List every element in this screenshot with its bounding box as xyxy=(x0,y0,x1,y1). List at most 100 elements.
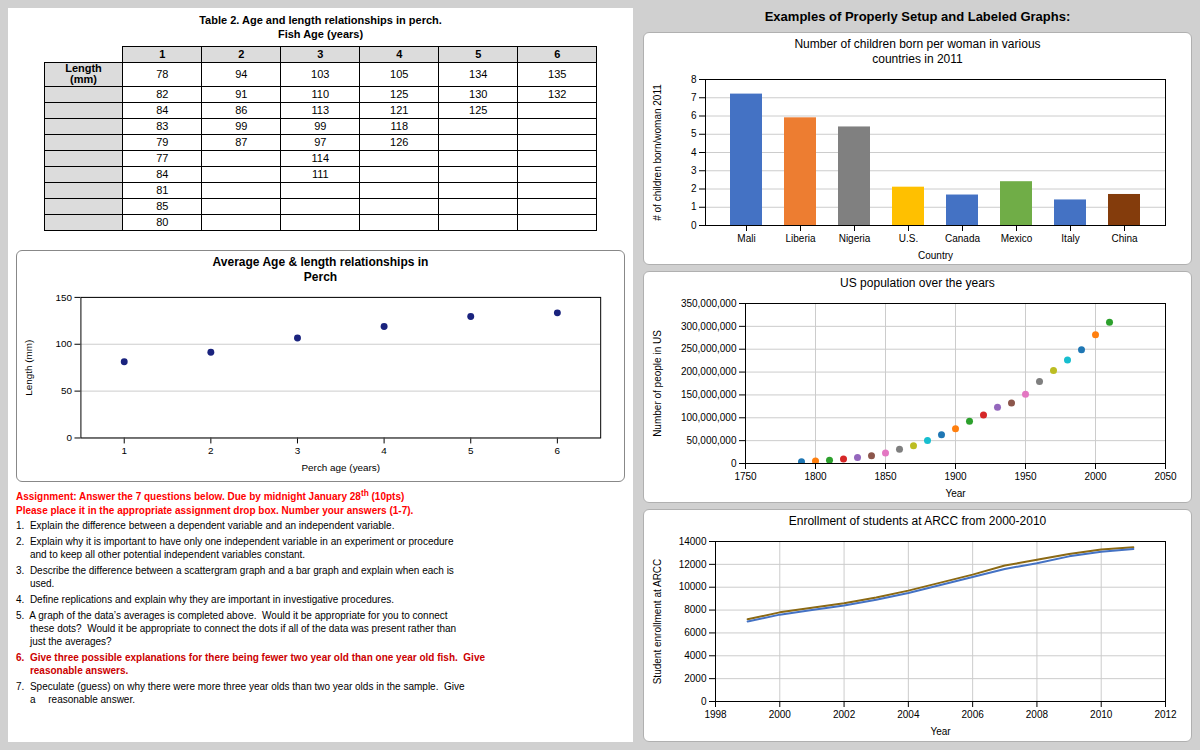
html-text:US population over the years: US population over the years xyxy=(840,275,995,290)
html-text:Examples of Properly Setup and: Examples of Properly Setup and Labeled G… xyxy=(764,9,1071,24)
svg-text:200,000,000: 200,000,000 xyxy=(681,366,737,377)
svg-text:350,000,000: 350,000,000 xyxy=(681,297,737,308)
svg-text:5: 5 xyxy=(691,128,697,139)
html-text:97: 97 xyxy=(314,136,327,149)
html-text:Fish Age (years): Fish Age (years) xyxy=(277,27,364,40)
svg-text:3: 3 xyxy=(691,165,697,176)
svg-text:250,000,000: 250,000,000 xyxy=(681,343,737,354)
html-text:79: 79 xyxy=(156,136,169,149)
html-text:91: 91 xyxy=(235,88,248,101)
svg-text:2010: 2010 xyxy=(1090,709,1113,720)
html-text:84: 84 xyxy=(156,104,169,117)
html-text:5. A graph of the data’s avera: 5. A graph of the data’s averages is com… xyxy=(16,610,457,648)
html-text:118: 118 xyxy=(390,120,408,133)
svg-text:Perch age (years): Perch age (years) xyxy=(301,462,380,473)
svg-text:Liberia: Liberia xyxy=(785,233,815,244)
svg-text:7: 7 xyxy=(691,92,697,103)
html-text:2. Explain why it is important: 2. Explain why it is important to have o… xyxy=(16,536,454,561)
svg-text:Mexico: Mexico xyxy=(1001,233,1033,244)
svg-text:Year: Year xyxy=(930,726,951,737)
svg-text:8: 8 xyxy=(691,74,697,85)
svg-text:0: 0 xyxy=(691,220,697,231)
html-text:Assignment: Answer the 7 quest: Assignment: Answer the 7 questions below… xyxy=(16,488,405,503)
html-text:125: 125 xyxy=(390,88,409,101)
svg-text:100: 100 xyxy=(55,338,72,349)
html-text:99: 99 xyxy=(235,120,248,133)
svg-text:2: 2 xyxy=(691,183,697,194)
html-text:77: 77 xyxy=(156,152,169,165)
svg-text:1950: 1950 xyxy=(1014,470,1037,481)
svg-text:1750: 1750 xyxy=(734,470,757,481)
svg-text:2: 2 xyxy=(208,445,214,456)
html-text:130: 130 xyxy=(469,88,488,101)
html-text:Average Age & length relations: Average Age & length relationships in Pe… xyxy=(212,255,429,284)
svg-text:0: 0 xyxy=(701,696,707,707)
svg-text:2000: 2000 xyxy=(1084,470,1107,481)
html-text:114: 114 xyxy=(311,152,329,165)
svg-text:Number of people in US: Number of people in US xyxy=(652,329,663,436)
svg-text:1900: 1900 xyxy=(944,470,967,481)
html-text:125: 125 xyxy=(469,104,488,117)
html-text:99: 99 xyxy=(314,120,327,133)
html-text:113: 113 xyxy=(311,104,329,117)
html-text:126: 126 xyxy=(390,136,409,149)
html-text:132: 132 xyxy=(548,88,567,101)
svg-text:150,000,000: 150,000,000 xyxy=(681,389,737,400)
svg-text:0: 0 xyxy=(731,457,737,468)
svg-text:300,000,000: 300,000,000 xyxy=(681,320,737,331)
svg-text:2000: 2000 xyxy=(769,709,792,720)
svg-text:Year: Year xyxy=(945,487,966,498)
svg-text:4000: 4000 xyxy=(684,650,707,661)
svg-text:10000: 10000 xyxy=(679,582,707,593)
svg-text:1998: 1998 xyxy=(704,709,727,720)
svg-text:50,000,000: 50,000,000 xyxy=(686,435,736,446)
svg-text:Italy: Italy xyxy=(1061,233,1079,244)
svg-text:Length (mm): Length (mm) xyxy=(23,340,34,396)
svg-text:2050: 2050 xyxy=(1154,470,1177,481)
svg-text:6: 6 xyxy=(691,110,697,121)
svg-text:3: 3 xyxy=(295,445,301,456)
svg-text:0: 0 xyxy=(66,432,72,443)
html-text:121: 121 xyxy=(390,104,409,117)
svg-text:100,000,000: 100,000,000 xyxy=(681,412,737,423)
svg-text:150: 150 xyxy=(55,292,72,303)
html-text:86: 86 xyxy=(235,104,248,117)
html-text:6. Give three possible explana: 6. Give three possible explanations for … xyxy=(16,652,485,677)
svg-text:5: 5 xyxy=(468,445,474,456)
svg-text:12000: 12000 xyxy=(679,559,707,570)
svg-text:U.S.: U.S. xyxy=(899,233,918,244)
svg-text:Country: Country xyxy=(918,250,953,261)
html-text:3. Describe the difference bet: 3. Describe the difference between a sca… xyxy=(16,565,454,590)
svg-text:1850: 1850 xyxy=(874,470,897,481)
html-text:7. Speculate (guess) on why th: 7. Speculate (guess) on why there were m… xyxy=(16,681,465,706)
svg-text:Canada: Canada xyxy=(945,233,980,244)
svg-text:6000: 6000 xyxy=(684,627,707,638)
svg-text:14000: 14000 xyxy=(679,536,707,547)
html-text:82: 82 xyxy=(156,88,169,101)
svg-text:2000: 2000 xyxy=(684,673,707,684)
svg-text:2008: 2008 xyxy=(1026,709,1049,720)
html-text:Enrollment of students at ARCC: Enrollment of students at ARCC from 2000… xyxy=(788,514,1047,529)
svg-text:8000: 8000 xyxy=(684,605,707,616)
svg-text:4: 4 xyxy=(381,445,387,456)
svg-text:China: China xyxy=(1111,233,1138,244)
html-text:Number of children born per wo: Number of children born per woman in var… xyxy=(794,37,1041,66)
svg-text:4: 4 xyxy=(691,147,697,158)
html-text:110: 110 xyxy=(311,88,329,101)
svg-text:Nigeria: Nigeria xyxy=(839,233,871,244)
svg-text:2012: 2012 xyxy=(1154,709,1177,720)
html-text:87: 87 xyxy=(235,136,248,149)
html-text:83: 83 xyxy=(156,120,169,133)
svg-text:50: 50 xyxy=(61,385,73,396)
svg-text:Student enrollment at ARCC: Student enrollment at ARCC xyxy=(652,559,663,685)
svg-text:1: 1 xyxy=(691,201,697,212)
svg-text:Mali: Mali xyxy=(737,233,755,244)
svg-text:2006: 2006 xyxy=(962,709,985,720)
html-text:Length (mm): Length (mm) xyxy=(65,61,102,85)
svg-text:2004: 2004 xyxy=(897,709,920,720)
svg-text:1: 1 xyxy=(121,445,127,456)
svg-text:6: 6 xyxy=(555,445,561,456)
svg-text:2002: 2002 xyxy=(833,709,856,720)
svg-text:1800: 1800 xyxy=(804,470,827,481)
svg-text:# of children born/woman 2011: # of children born/woman 2011 xyxy=(652,84,663,221)
